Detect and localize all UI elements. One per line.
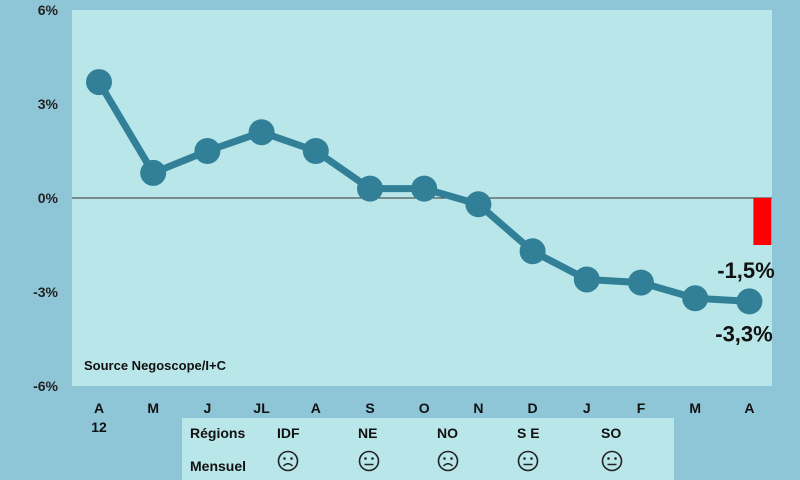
data-point xyxy=(86,69,112,96)
data-point xyxy=(357,175,383,202)
x-tick-label: J xyxy=(583,400,591,416)
legend-region-ne: NE xyxy=(358,425,378,441)
x-tick-label: F xyxy=(637,400,646,416)
data-point xyxy=(628,269,654,296)
data-point xyxy=(248,119,275,146)
x-tick-label: M xyxy=(147,400,159,416)
y-tick-label: -6% xyxy=(33,378,58,394)
bar-data-label: -1,5% xyxy=(717,258,774,283)
x-tick-label: JL xyxy=(253,400,270,416)
data-point xyxy=(302,138,329,164)
x-tick-label: A xyxy=(311,400,321,416)
y-tick-label: 6% xyxy=(38,2,59,18)
neutral-face-icon xyxy=(517,450,539,472)
y-tick-label: -3% xyxy=(33,284,58,300)
legend-region-idf: IDF xyxy=(277,425,300,441)
sad-face-icon xyxy=(437,450,459,472)
x-tick-label: M xyxy=(689,400,701,416)
x-tick-sublabel: 12 xyxy=(91,419,107,435)
legend-region-so: SO xyxy=(601,425,622,441)
data-point xyxy=(682,285,709,312)
source-note: Source Negoscope/I+C xyxy=(84,358,226,373)
data-point xyxy=(736,288,763,315)
data-point xyxy=(140,159,167,186)
x-tick-label: O xyxy=(419,400,430,416)
x-tick-label: D xyxy=(528,400,538,416)
legend-region-se: S E xyxy=(517,425,540,441)
legend-row-regions-label: Régions xyxy=(190,425,246,441)
x-tick-label: N xyxy=(473,400,483,416)
y-tick-label: 0% xyxy=(38,190,59,206)
data-point xyxy=(194,138,221,164)
x-tick-label: A xyxy=(94,400,104,416)
legend-region-no: NO xyxy=(437,425,458,441)
legend-row-monthly-label: Mensuel xyxy=(190,458,247,474)
neutral-face-icon xyxy=(358,450,380,472)
y-tick-label: 3% xyxy=(38,96,59,112)
sad-face-icon xyxy=(277,450,299,472)
regions-legend: Régions Mensuel IDF NE NO S E SO xyxy=(182,418,674,480)
data-point xyxy=(411,175,438,202)
point-data-label: -3,3% xyxy=(715,321,772,346)
x-tick-label: J xyxy=(204,400,212,416)
data-point xyxy=(573,266,600,293)
data-point xyxy=(465,191,492,218)
x-tick-label: A xyxy=(744,400,754,416)
data-point xyxy=(519,238,546,265)
bar-mark xyxy=(753,198,772,245)
neutral-face-icon xyxy=(601,450,623,472)
x-tick-label: S xyxy=(365,400,374,416)
